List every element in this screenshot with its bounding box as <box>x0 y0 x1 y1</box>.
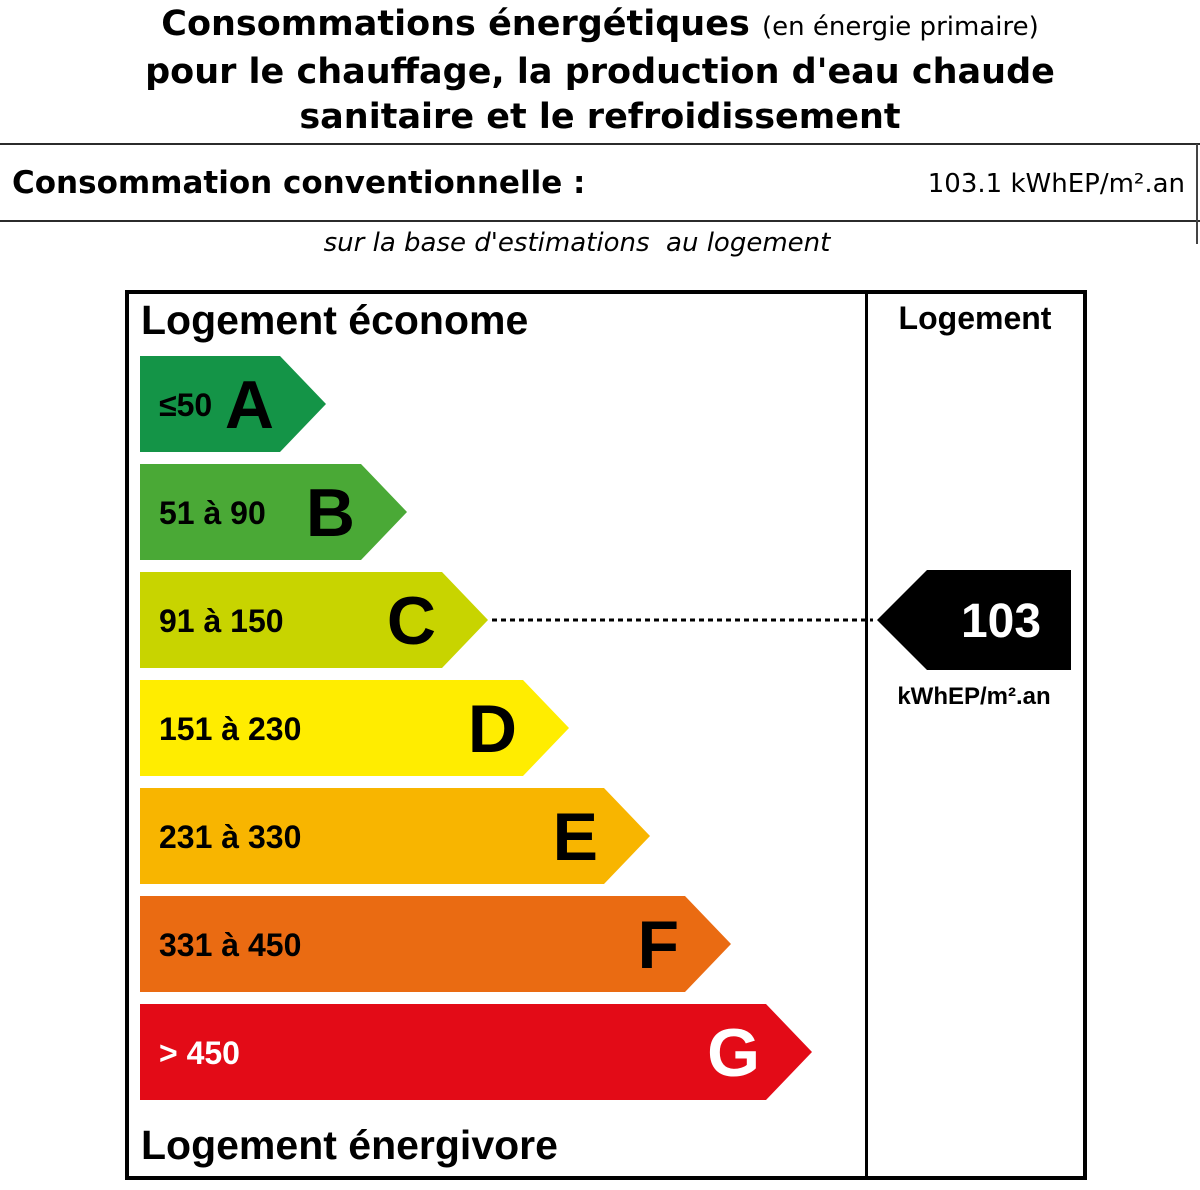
right-border <box>1196 144 1198 244</box>
energy-class-b: 51 à 90 B <box>140 464 407 560</box>
class-bar-f <box>140 896 731 992</box>
consommation-label: Consommation conventionnelle : <box>12 165 586 201</box>
class-letter: G <box>707 1015 760 1091</box>
class-letter: B <box>306 475 355 551</box>
class-letter: E <box>553 799 598 875</box>
energy-class-e: 231 à 330 E <box>140 788 650 884</box>
class-letter: D <box>468 691 517 767</box>
class-range-label: 51 à 90 <box>159 495 266 531</box>
class-letter: A <box>225 367 274 443</box>
class-bar-e <box>140 788 650 884</box>
estimation-note: sur la base d'estimations au logement <box>323 228 831 258</box>
divider-top <box>0 143 1200 145</box>
energy-class-f: 331 à 450 F <box>140 896 731 992</box>
class-range-label: 231 à 330 <box>159 819 301 855</box>
indicator-arrow <box>877 570 1071 670</box>
class-bar-b <box>140 464 407 560</box>
title-subtitle: (en énergie primaire) <box>761 12 1039 42</box>
energy-class-g: > 450 G <box>140 1004 812 1100</box>
indicator-value: 103 <box>961 595 1041 648</box>
class-range-label: 331 à 450 <box>159 927 301 963</box>
label-energivore: Logement énergivore <box>141 1122 558 1168</box>
title-line-3: sanitaire et le refroidissement <box>299 97 901 137</box>
logement-column-header: Logement <box>898 300 1052 336</box>
column-separator <box>865 292 868 1176</box>
class-range-label: 91 à 150 <box>159 603 284 639</box>
energy-label-frame <box>125 290 1087 1180</box>
label-econome: Logement économe <box>141 297 529 343</box>
title-main: Consommations énergétiques <box>161 4 750 44</box>
energy-class-d: 151 à 230 D <box>140 680 569 776</box>
class-bar-d <box>140 680 569 776</box>
class-bar-g <box>140 1004 812 1100</box>
consommation-value: 103.1 kWhEP/m².an <box>927 169 1185 199</box>
class-letter: C <box>387 583 436 659</box>
class-bar-c <box>140 572 488 668</box>
indicator-unit: kWhEP/m².an <box>897 683 1051 710</box>
class-range-label: ≤50 <box>159 387 212 423</box>
title-line-1: Consommations énergétiques (en énergie p… <box>0 2 1200 50</box>
class-bar-a <box>140 356 326 452</box>
class-letter: F <box>637 907 679 983</box>
divider-middle <box>0 220 1200 222</box>
class-range-label: > 450 <box>159 1035 240 1071</box>
energy-class-c: 91 à 150 C <box>140 572 488 668</box>
class-range-label: 151 à 230 <box>159 711 301 747</box>
energy-class-a: ≤50 A <box>140 356 326 452</box>
page-title: Consommations énergétiques (en énergie p… <box>0 2 1200 140</box>
title-line-2: pour le chauffage, la production d'eau c… <box>145 52 1055 92</box>
